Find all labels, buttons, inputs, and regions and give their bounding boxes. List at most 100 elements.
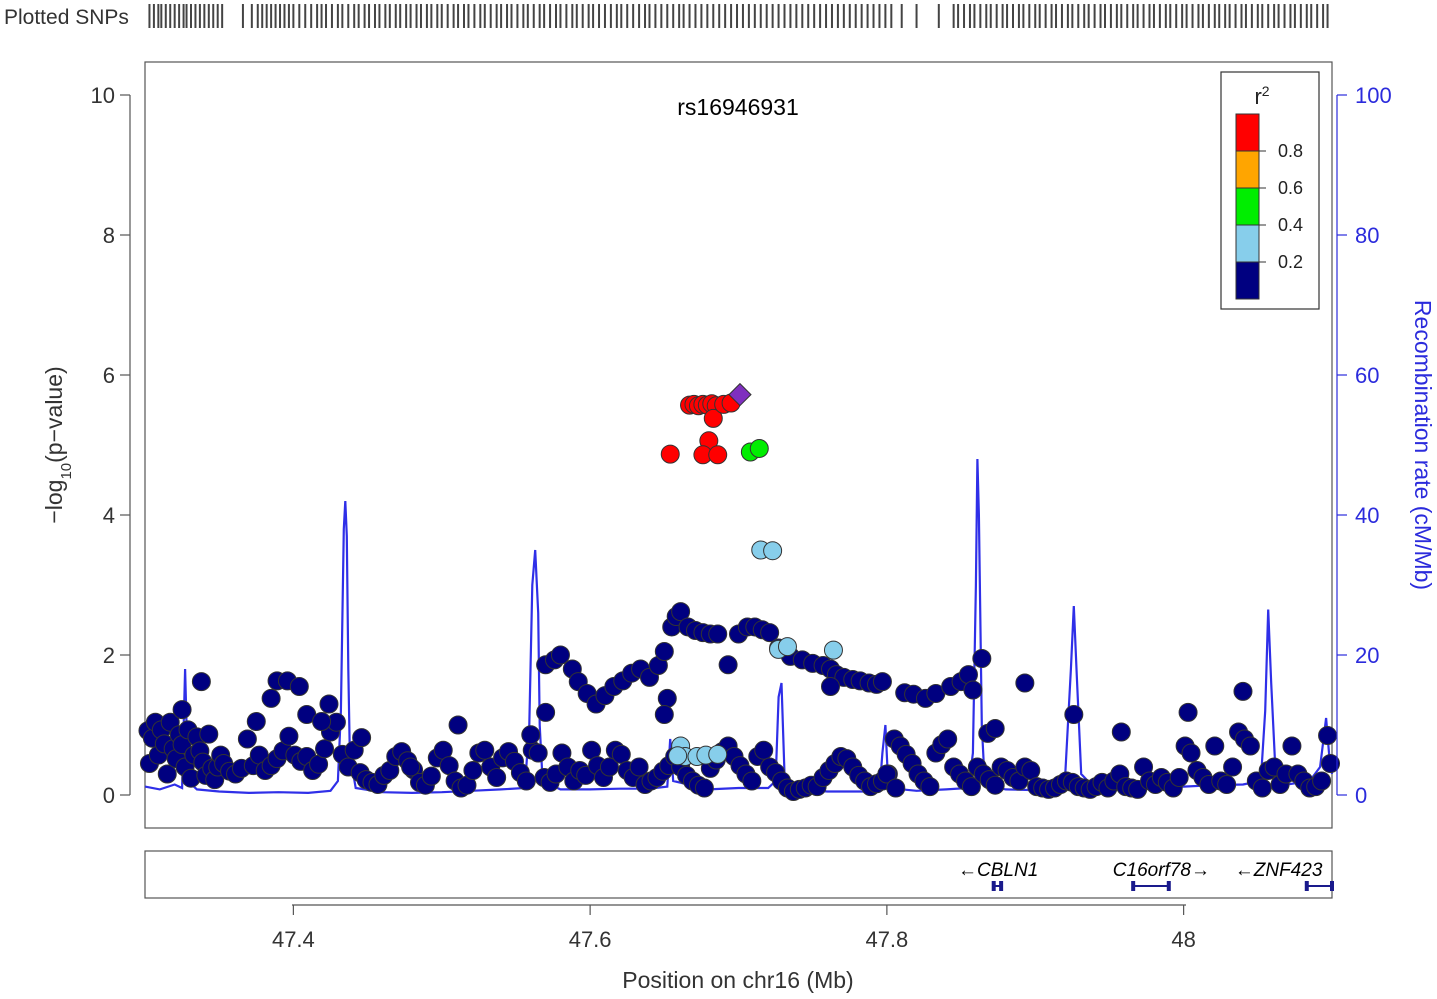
snp-point-low <box>938 729 958 749</box>
snp-point-low <box>742 771 762 791</box>
snp-point-low <box>352 728 372 748</box>
snp-point-low <box>421 766 441 786</box>
legend-swatch <box>1235 224 1260 263</box>
snp-point-low <box>1064 705 1084 724</box>
snp-point-low <box>1321 754 1341 773</box>
snp-point-low <box>315 739 335 759</box>
snp-point-low <box>657 688 677 708</box>
legend-title-base: r <box>1254 84 1261 109</box>
legend-label: 0.8 <box>1278 141 1303 161</box>
snp-point-low <box>463 761 483 780</box>
y2-tick-label: 80 <box>1355 223 1379 248</box>
y-axis-title-subscript: 10 <box>58 463 75 480</box>
y-tick-label: 2 <box>103 643 115 668</box>
snp-point-low <box>516 771 536 791</box>
snp-point-low <box>820 677 840 696</box>
snp-point-low <box>279 726 299 746</box>
rug-label: Plotted SNPs <box>4 6 129 29</box>
snp-point-low <box>289 677 309 696</box>
y-tick-label: 8 <box>103 223 115 248</box>
snp-point-low <box>1282 736 1302 756</box>
snp-point-low <box>886 778 906 798</box>
x-axis-title: Position on chr16 (Mb) <box>622 967 853 993</box>
y2-tick-label: 60 <box>1355 363 1379 388</box>
snp-point-low <box>1318 726 1338 745</box>
snp-point-low <box>985 719 1005 738</box>
snp-point-red <box>708 445 728 465</box>
snp-points-layer <box>138 382 1341 801</box>
snp-point-red <box>703 408 723 428</box>
y2-axis-title: Recombination rate (cM/Mb) <box>1410 300 1436 590</box>
legend-swatch <box>1235 187 1260 226</box>
y2-tick-label: 0 <box>1355 783 1367 808</box>
snp-point-low <box>760 623 780 643</box>
legend-swatch <box>1235 113 1260 152</box>
snp-point-low <box>246 712 266 731</box>
gene-track: ←CBLN1 C16orf78→ ←ZNF423 <box>958 860 1334 891</box>
x-tick-label: 48 <box>1171 927 1195 952</box>
legend-title: r2 <box>1254 83 1269 109</box>
y2-tick-label: 20 <box>1355 643 1379 668</box>
snp-point-low <box>319 694 339 714</box>
legend-swatches: 0.8 0.6 0.4 0.2 <box>1235 113 1303 300</box>
snp-point-low <box>1252 778 1272 798</box>
snp-point-red <box>660 444 680 464</box>
x-tick-label: 47.4 <box>272 927 315 952</box>
snp-point-low <box>528 743 548 763</box>
gene-track-frame <box>144 850 1333 899</box>
y-axis-title-suffix: (p−value) <box>41 366 67 463</box>
y-axis-ticks: 0 2 4 6 8 10 <box>91 83 130 808</box>
snp-point-low <box>191 672 211 692</box>
snp-point-low <box>199 724 219 744</box>
snp-point-low <box>1169 768 1189 787</box>
snp-point-low <box>157 764 177 784</box>
snp-point-low <box>487 768 507 787</box>
snp-point-low <box>550 645 570 665</box>
legend-label: 0.2 <box>1278 252 1303 272</box>
chart-title: rs16946931 <box>677 94 799 120</box>
snp-point-low <box>985 775 1005 795</box>
lead-snp-point <box>728 382 752 407</box>
legend-swatch <box>1235 150 1260 189</box>
snp-point-low <box>694 778 714 798</box>
snp-point-low <box>1181 743 1201 763</box>
snp-point-low <box>972 649 992 668</box>
snp-point-low <box>877 764 897 784</box>
legend-swatch <box>1235 261 1260 300</box>
y-tick-label: 4 <box>103 503 115 528</box>
snp-point-low <box>963 680 983 700</box>
snp-point-lightblue <box>777 637 797 657</box>
gene-label: ←CBLN1 <box>958 860 1038 881</box>
y2-axis-ticks: 0 20 40 60 80 100 <box>1337 83 1392 808</box>
snp-point-low <box>1178 702 1198 722</box>
y2-tick-label: 40 <box>1355 503 1379 528</box>
snp-point-low <box>629 757 649 777</box>
gene-exon <box>1330 881 1334 891</box>
snp-point-low <box>1015 673 1035 693</box>
snp-point-low <box>536 702 556 722</box>
snp-point-lightblue <box>763 541 783 561</box>
y-tick-label: 6 <box>103 363 115 388</box>
snp-point-low <box>872 672 892 692</box>
legend-label: 0.6 <box>1278 178 1303 198</box>
gene-exon <box>1166 881 1171 891</box>
snp-point-low <box>1312 771 1332 791</box>
snp-point-low <box>1205 736 1225 756</box>
gene-exon <box>999 881 1004 891</box>
plot-frame <box>144 61 1333 829</box>
gene-label: C16orf78→ <box>1113 860 1210 881</box>
snp-point-low <box>237 729 257 749</box>
snp-point-low <box>654 705 674 724</box>
snp-point-low <box>754 740 774 760</box>
snp-point-low <box>708 624 728 644</box>
x-tick-label: 47.8 <box>865 927 908 952</box>
gene-label: ←ZNF423 <box>1235 860 1323 881</box>
snp-point-low <box>1240 736 1260 756</box>
snp-point-low <box>1217 775 1237 794</box>
snp-point-low <box>261 688 281 708</box>
snp-point-low <box>654 642 674 661</box>
snp-point-low <box>401 757 421 777</box>
legend-title-sup: 2 <box>1262 83 1270 99</box>
y-axis-title-prefix: −log <box>41 480 67 524</box>
